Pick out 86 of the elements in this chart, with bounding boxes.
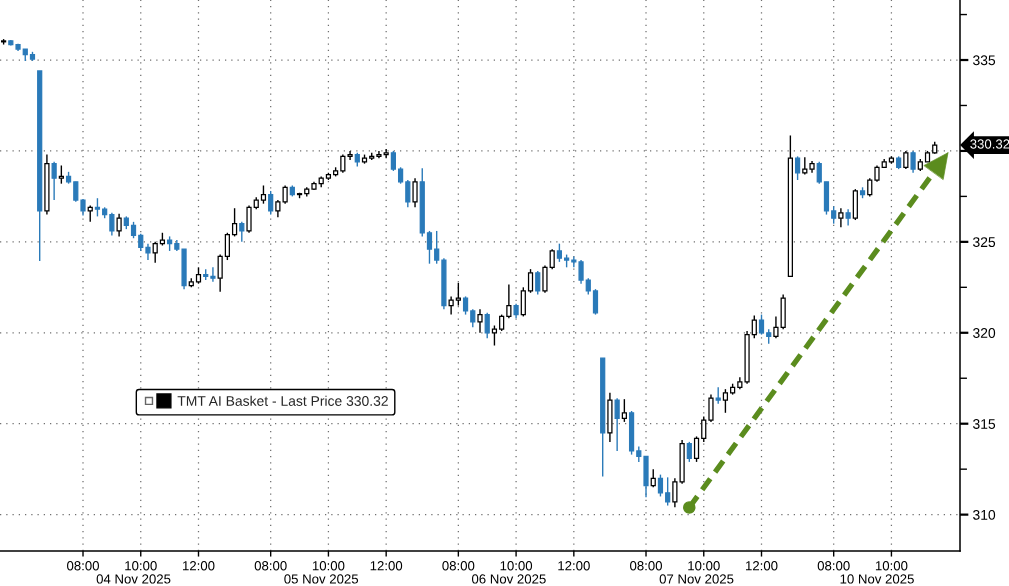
x-tick-label: 08:00	[254, 561, 287, 571]
x-tick-label: 07 Nov 2025	[659, 574, 734, 584]
candlestick	[448, 295, 454, 316]
x-tick-label: 10:00	[125, 561, 157, 571]
x-tick-label: 10:00	[875, 561, 908, 571]
candlestick	[802, 156, 808, 176]
candlestick	[535, 270, 541, 296]
candlestick	[116, 212, 122, 238]
candlestick	[340, 153, 346, 174]
y-tick-label: 315	[973, 419, 996, 429]
candlestick	[210, 266, 216, 283]
candlestick	[455, 282, 461, 307]
x-tick-label: 12:00	[746, 561, 778, 571]
candlestick	[94, 197, 101, 218]
candlestick	[549, 248, 555, 270]
candlestick	[773, 315, 779, 339]
candlestick	[686, 441, 692, 463]
y-tick-label: 310	[973, 509, 996, 520]
candlestick	[390, 150, 396, 172]
candlestick	[657, 473, 664, 498]
candlestick	[347, 150, 353, 161]
candlestick	[722, 388, 729, 414]
y-tick-label: 325	[973, 237, 996, 248]
candlestick	[693, 435, 700, 463]
candlestick	[903, 150, 909, 170]
candlestick	[484, 312, 490, 339]
candlestick	[217, 253, 223, 293]
x-tick-label: 08:00	[67, 561, 99, 571]
candlestick	[412, 177, 418, 209]
candlestick	[260, 184, 267, 205]
candlestick	[239, 221, 245, 243]
x-tick-label: 10:00	[312, 561, 345, 571]
y-tick-label: 335	[973, 55, 996, 66]
candlestick	[794, 155, 801, 181]
candlestick	[751, 314, 757, 339]
y-tick-label: 320	[973, 328, 996, 338]
candlestick	[571, 255, 577, 269]
candlestick	[462, 295, 469, 316]
x-tick-label: 06 Nov 2025	[471, 574, 546, 584]
candlestick	[556, 242, 563, 263]
candlestick	[268, 190, 274, 216]
candlestick	[383, 148, 389, 159]
x-tick-label: 10 Nov 2025	[840, 574, 914, 584]
candlestick	[578, 259, 584, 285]
candlestick	[621, 398, 627, 423]
candlestick	[73, 181, 79, 203]
candlestick	[816, 161, 822, 185]
candlestick	[708, 393, 714, 423]
candlestick	[231, 207, 238, 238]
candlestick	[426, 230, 433, 265]
legend-label: TMT AI Basket - Last Price 330.32	[177, 395, 388, 406]
candlestick	[542, 264, 548, 294]
candlestick	[58, 164, 64, 185]
x-tick-label: 08:00	[817, 561, 850, 571]
candlestick	[614, 397, 620, 452]
candlestick	[838, 207, 844, 229]
candlestick	[758, 313, 765, 336]
candlestick	[701, 415, 707, 443]
candlestick	[650, 468, 656, 489]
candlestick	[152, 241, 158, 264]
x-tick-label: 08:00	[442, 561, 475, 571]
candlestick	[477, 308, 483, 334]
candlestick	[434, 230, 440, 265]
x-tick-label: 12:00	[370, 561, 403, 571]
candlestick	[527, 268, 534, 294]
candlestick	[592, 288, 599, 316]
candlestick	[224, 232, 230, 261]
candlestick	[491, 324, 498, 347]
text: 330.32	[970, 139, 1009, 149]
x-tick-label: 10:00	[688, 561, 720, 571]
candlestick	[51, 161, 57, 201]
x-tick-label: 05 Nov 2025	[284, 574, 359, 584]
x-tick-label: 08:00	[630, 561, 663, 571]
x-tick-label: 12:00	[182, 561, 215, 571]
candlestick	[246, 204, 252, 234]
candlestick	[910, 150, 916, 174]
x-tick-label: 04 Nov 2025	[96, 574, 171, 584]
candlestick	[109, 212, 115, 237]
candlestick	[867, 177, 873, 198]
candlestick	[470, 308, 476, 329]
x-tick-label: 12:00	[558, 561, 590, 571]
candlestick	[520, 286, 526, 318]
candlestick	[665, 476, 671, 507]
candlestick	[405, 179, 411, 209]
candlestick	[506, 283, 512, 319]
x-tick-label: 10:00	[500, 561, 533, 571]
